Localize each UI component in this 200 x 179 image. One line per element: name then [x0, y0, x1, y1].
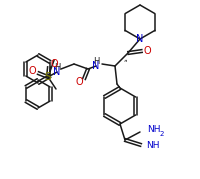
Text: N: N — [136, 34, 144, 44]
Text: N: N — [92, 61, 100, 71]
Text: NH: NH — [146, 141, 160, 149]
Text: O: O — [75, 77, 83, 87]
Text: O: O — [50, 59, 58, 69]
Text: 2: 2 — [160, 131, 164, 137]
Text: ,,: ,, — [124, 54, 128, 64]
Text: H: H — [93, 57, 99, 67]
Text: H: H — [54, 62, 60, 71]
Text: O: O — [28, 66, 36, 76]
Text: S: S — [45, 72, 51, 82]
Text: O: O — [143, 46, 151, 56]
Text: N: N — [53, 67, 61, 77]
Text: NH: NH — [147, 125, 160, 134]
